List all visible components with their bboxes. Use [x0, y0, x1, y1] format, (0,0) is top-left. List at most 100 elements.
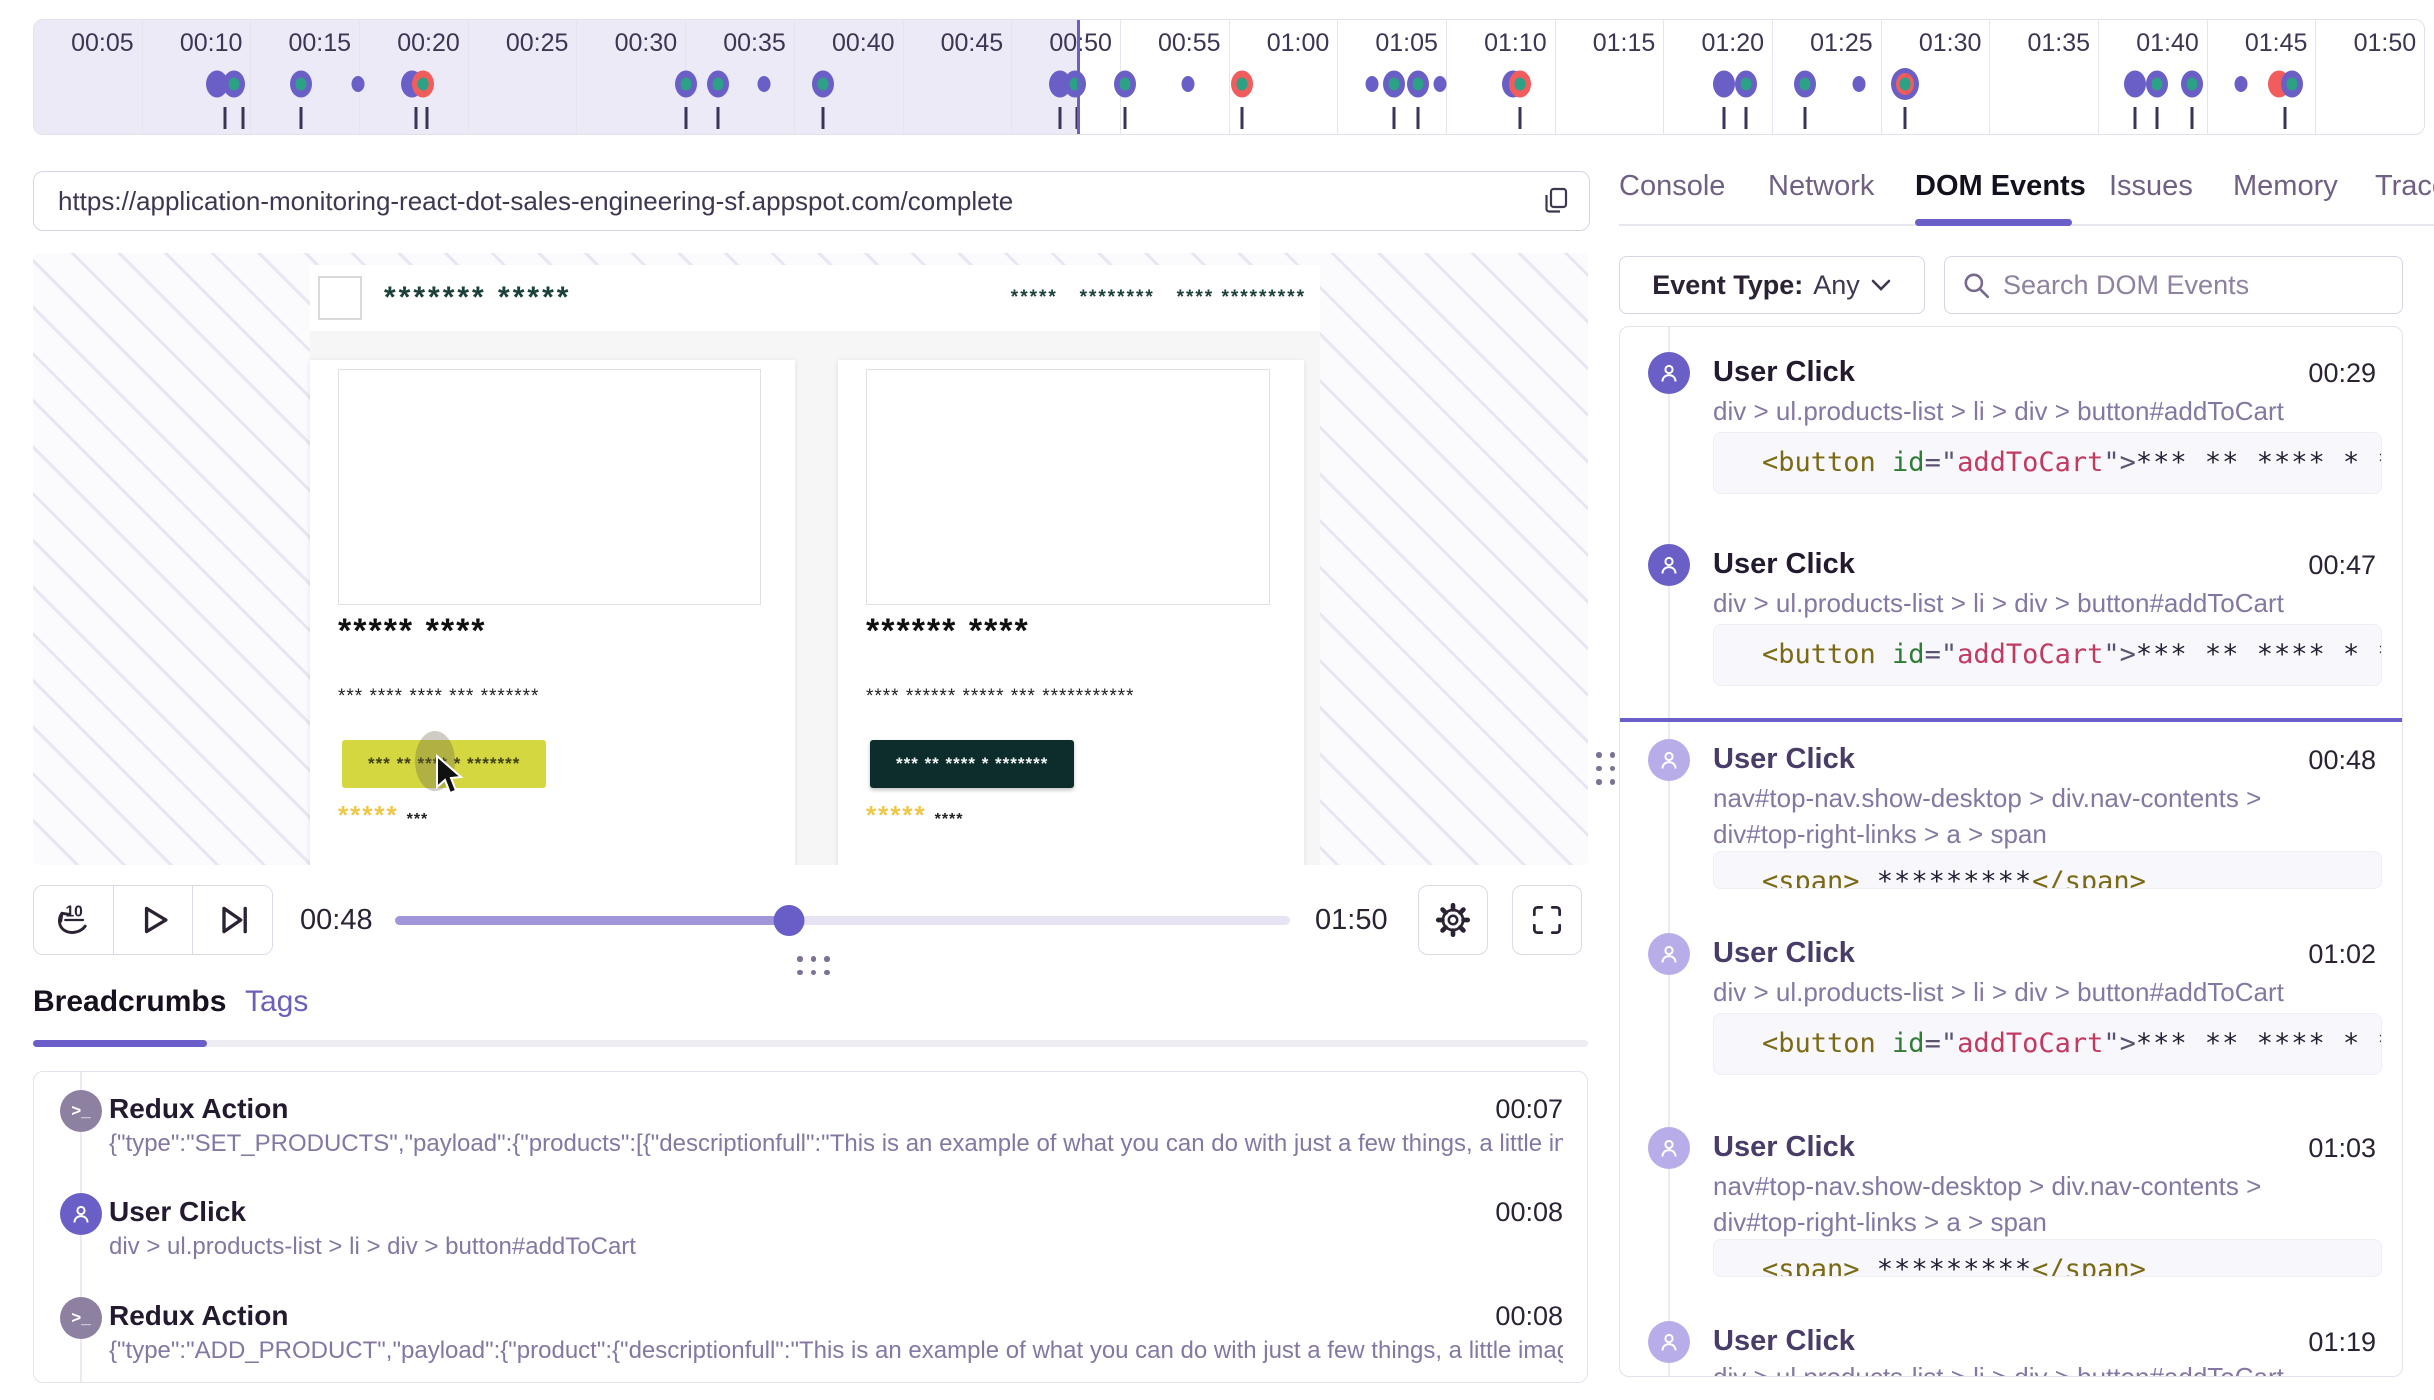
timeline-click-tick: [1123, 107, 1127, 129]
timeline-tick-label: 01:45: [2244, 29, 2308, 57]
dom-event-title: User Click: [1713, 937, 1855, 969]
user-icon: [1648, 933, 1690, 975]
event-dot: [2286, 77, 2298, 91]
breadcrumb-timestamp: 00:08: [1495, 1197, 1563, 1227]
user-icon: [1648, 1127, 1690, 1169]
event-dot: [351, 76, 365, 92]
tab-breadcrumbs[interactable]: Breadcrumbs: [33, 985, 227, 1018]
replay-timeline-scrubber[interactable]: 00:05 00:10 00:15 00:20 00:25 00:30 00:35 00:40…: [33, 19, 2425, 135]
timeline-tick-label: 01:15: [1592, 29, 1656, 57]
event-type-label: Event Type:: [1652, 269, 1804, 300]
timeline-click-tick: [1416, 107, 1420, 129]
tab-network[interactable]: Network: [1768, 170, 1875, 202]
copy-url-button[interactable]: [1541, 185, 1571, 217]
timeline-click-tick: [2133, 107, 2137, 129]
gear-icon: [1434, 901, 1472, 939]
skip-end-icon: [215, 902, 251, 938]
code-token: *** ** **** * ****: [2135, 1028, 2381, 1059]
replayed-brand-masked: ******* *****: [384, 281, 572, 314]
dom-events-search-input[interactable]: Search DOM Events: [1944, 256, 2403, 314]
timeline-click-tick: [241, 107, 245, 129]
tab-memory[interactable]: Memory: [2233, 170, 2338, 202]
breadcrumb-description: {"type":"ADD_PRODUCT","payload":{"produc…: [109, 1337, 1563, 1364]
event-dot: [417, 77, 429, 91]
code-token: *********: [1859, 1254, 2033, 1277]
seek-slider[interactable]: [395, 885, 1290, 955]
add-to-cart-button-masked: *** ** **** * *******: [870, 740, 1075, 788]
timeline-click-tick: [1903, 107, 1907, 129]
code-token: <button: [1762, 639, 1893, 670]
terminal-icon: >_: [60, 1090, 102, 1132]
tab-issues[interactable]: Issues: [2109, 170, 2193, 202]
timeline-click-tick: [1803, 107, 1807, 129]
dom-event-timestamp: 00:47: [2308, 550, 2376, 580]
event-type-value: Any: [1813, 269, 1860, 300]
replay-player-canvas: ******* ***** ***** ******** **** ******…: [33, 253, 1588, 865]
timeline-click-tick: [2190, 107, 2194, 129]
timeline-tick-label: 01:20: [1701, 29, 1764, 57]
code-token: ">: [2103, 639, 2136, 670]
tab-underline-track: [33, 1040, 1588, 1047]
breadcrumb-title: User Click: [109, 1196, 246, 1227]
event-dot: [817, 77, 829, 91]
timeline-column: 00:45: [904, 20, 1013, 134]
seek-track: [395, 916, 1290, 925]
timeline-click-tick: [716, 107, 720, 129]
current-time-indicator-line: [1620, 718, 2402, 722]
timeline-tick-label: 01:40: [2136, 29, 2199, 57]
breadcrumb-description: {"type":"SET_PRODUCTS","payload":{"produ…: [109, 1130, 1563, 1157]
code-token: id: [1892, 1028, 1925, 1059]
terminal-icon: >_: [60, 1297, 102, 1339]
dom-event-html-snippet: <button id="addToCart">*** ** **** * ***…: [1713, 432, 2382, 494]
fullscreen-button[interactable]: [1512, 885, 1582, 955]
rewind-10s-button[interactable]: 10: [34, 886, 114, 954]
timeline-column: 00:35: [686, 20, 795, 134]
timeline-tick-label: 01:00: [1266, 29, 1330, 57]
seek-thumb[interactable]: [773, 905, 805, 936]
timeline-click-tick: [223, 107, 227, 129]
skip-to-end-button[interactable]: [193, 886, 272, 954]
code-token: addToCart: [1957, 447, 2104, 478]
timeline-click-tick: [821, 107, 825, 129]
breadcrumb-description: div > ul.products-list > li > div > butt…: [109, 1233, 636, 1260]
dom-events-connector-line: [1668, 327, 1670, 1376]
product-image-placeholder: [866, 369, 1270, 605]
dom-event-title: User Click: [1713, 356, 1855, 388]
timeline-tick-label: 00:10: [179, 29, 243, 57]
timeline-tick-label: 01:30: [1918, 29, 1982, 57]
code-token: id: [1892, 447, 1925, 478]
player-settings-button[interactable]: [1418, 885, 1488, 955]
event-dot: [228, 77, 240, 91]
right-panel-tabs: Console Network DOM Events Issues Memory Trac…: [1619, 170, 2434, 214]
timeline-click-tick: [414, 107, 418, 129]
event-dot: [1852, 76, 1866, 92]
tab-trace[interactable]: Trace: [2375, 170, 2434, 202]
timeline-click-tick: [425, 107, 429, 129]
panel-resize-handle-vertical[interactable]: [1596, 752, 1615, 785]
timeline-playhead[interactable]: [1076, 20, 1080, 134]
timeline-click-tick: [299, 107, 303, 129]
timeline-column: 00:55: [1121, 20, 1230, 134]
event-type-filter[interactable]: Event Type: Any: [1619, 256, 1925, 314]
breadcrumb-title: Redux Action: [109, 1300, 289, 1331]
timeline-column: 01:40: [2099, 20, 2208, 134]
product-image-placeholder: [338, 369, 761, 605]
timeline-column: 00:40: [795, 20, 904, 134]
timeline-tick-label: 00:20: [397, 29, 460, 57]
event-dot: [1365, 76, 1379, 92]
tab-tags[interactable]: Tags: [245, 985, 309, 1018]
timeline-tick-label: 01:50: [2353, 29, 2417, 57]
event-dot: [1514, 77, 1526, 91]
play-button[interactable]: [113, 886, 194, 954]
tab-dom-events[interactable]: DOM Events: [1915, 170, 2086, 202]
fullscreen-icon: [1528, 901, 1566, 939]
panel-resize-handle-horizontal[interactable]: [797, 956, 830, 975]
event-dot: [1799, 77, 1811, 91]
timeline-tick-label: 01:35: [2027, 29, 2091, 57]
timeline-tick-label: 01:10: [1484, 29, 1547, 57]
timeline-column: 01:15: [1556, 20, 1665, 134]
dom-event-selector: nav#top-nav.show-desktop > div.nav-conte…: [1713, 1171, 2262, 1237]
tab-console[interactable]: Console: [1619, 170, 1726, 202]
timeline-column: 00:05: [34, 20, 143, 134]
timeline-click-tick: [1722, 107, 1726, 129]
